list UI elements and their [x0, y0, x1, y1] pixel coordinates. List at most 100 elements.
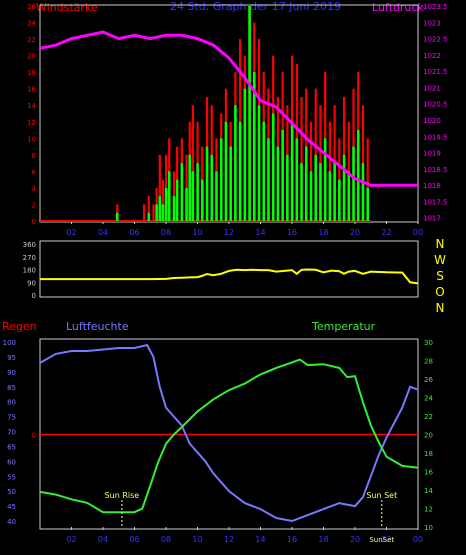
humidity-axis-tick: 90 [7, 369, 16, 377]
x-axis-tick: 18 [318, 228, 328, 237]
wind-avg-bar [175, 179, 179, 221]
temperature-axis-tick: 18 [424, 450, 433, 458]
pressure-axis-tick: 1020.5 [423, 101, 448, 109]
wind-avg-bar [281, 130, 284, 221]
direction-axis-tick: 270 [23, 254, 36, 262]
wind-gust-bar [191, 105, 194, 221]
sunset-tick-label: SunSet [369, 536, 394, 544]
wind-avg-bar [172, 196, 176, 221]
wind-avg-bar [229, 146, 232, 221]
sunset-label: Sun Set [366, 491, 397, 500]
temperature-axis-tick: 20 [424, 432, 433, 440]
sunrise-label: Sun Rise [105, 491, 140, 500]
x-axis-tick: 00 [413, 535, 423, 544]
wind-avg-bar [347, 171, 351, 221]
wind-avg-bar [286, 154, 289, 221]
pressure-axis-tick: 1018 [423, 182, 441, 190]
wind-avg-bar [271, 113, 275, 221]
x-axis-tick: 06 [129, 228, 139, 237]
compass-label: S [436, 269, 444, 283]
wind-avg-bar [167, 171, 171, 221]
direction-axis-tick: 360 [23, 241, 36, 249]
wind-direction-line [40, 268, 419, 285]
temperature-axis-tick: 26 [424, 376, 433, 384]
x-axis-tick: 04 [98, 228, 108, 237]
wind-panel-frame [39, 4, 419, 223]
x-axis-tick: 16 [287, 228, 297, 237]
wind-axis-tick: 10 [27, 135, 36, 143]
humidity-axis-tick: 40 [7, 518, 16, 526]
humidity-axis-tick: 70 [7, 429, 16, 437]
rain-label: Regen [2, 320, 37, 333]
temperature-axis-tick: 10 [424, 524, 433, 532]
wind-avg-bar [304, 146, 308, 221]
temperature-axis-tick: 28 [424, 358, 433, 366]
wind-avg-bar [161, 204, 165, 221]
wind-axis-tick: 14 [27, 102, 36, 110]
temperature-axis-tick: 24 [424, 395, 433, 403]
humidity-axis-tick: 85 [7, 384, 16, 392]
wind-avg-bar [295, 138, 299, 221]
compass-label: W [434, 253, 446, 267]
wind-axis-tick: 24 [27, 20, 36, 28]
wind-avg-bar [191, 171, 195, 221]
wind-avg-bar [352, 146, 355, 221]
humidity-axis-tick: 45 [7, 503, 16, 511]
x-axis-tick: 02 [66, 535, 76, 544]
wind-avg-bar [300, 163, 303, 221]
wind-avg-bar [180, 163, 184, 221]
direction-panel-frame [39, 240, 419, 298]
wind-avg-bar [243, 88, 247, 221]
wind-avg-bar [253, 72, 256, 222]
temperature-axis-tick: 12 [424, 506, 433, 514]
x-axis-tick: 14 [255, 228, 265, 237]
pressure-axis-tick: 1023 [423, 19, 441, 27]
wind-gust-bar [158, 154, 161, 221]
temperature-label: Temperatur [311, 320, 376, 333]
wind-avg-bar [328, 171, 332, 221]
humidity-axis-tick: 100 [3, 339, 16, 347]
wind-avg-bar [323, 138, 327, 221]
wind-axis-tick: 12 [27, 119, 36, 127]
wind-gust-bar [300, 96, 303, 221]
x-axis-tick: 20 [350, 228, 360, 237]
wind-gust-bar [147, 196, 150, 221]
wind-avg-bar [342, 154, 346, 221]
pressure-axis-tick: 1017 [423, 215, 441, 223]
x-axis-tick: 22 [381, 535, 391, 544]
humidity-line [39, 343, 419, 523]
pressure-panel-title: Luftdruck [372, 1, 424, 14]
pressure-axis-tick: 1023.5 [423, 3, 448, 11]
x-axis-tick: 02 [66, 228, 76, 237]
wind-avg-bar [185, 187, 188, 221]
wind-avg-bar [333, 163, 336, 221]
pressure-axis-tick: 1021.5 [423, 68, 448, 76]
wind-avg-bar [314, 154, 318, 221]
wind-avg-bar [309, 171, 313, 221]
wind-avg-bar [276, 146, 280, 221]
x-axis-tick: 04 [98, 535, 108, 544]
wind-avg-bar [238, 121, 242, 221]
wind-avg-bar [158, 196, 162, 221]
pressure-axis-tick: 1022.5 [423, 36, 448, 44]
compass-label: O [435, 285, 444, 299]
wind-avg-bar [366, 187, 369, 221]
pressure-line [39, 30, 418, 187]
wind-gust-bar [142, 204, 146, 221]
x-axis-tick: 00 [413, 228, 423, 237]
wind-avg-bar [290, 121, 294, 221]
wind-avg-bar [356, 130, 360, 221]
x-axis-tick: 16 [287, 535, 297, 544]
wind-avg-bar [319, 163, 322, 221]
wind-avg-bar [257, 105, 261, 221]
wind-axis-tick: 0 [32, 218, 36, 226]
chart-date-title: 24 Std. Graph der 17 Juni 2019 [170, 0, 341, 13]
x-axis-tick: 08 [161, 535, 171, 544]
temperature-axis-tick: 16 [424, 469, 433, 477]
pressure-axis-tick: 1019 [423, 150, 441, 158]
wind-avg-bar [164, 187, 168, 221]
compass-label: N [436, 237, 445, 251]
humidity-axis-tick: 55 [7, 473, 16, 481]
wind-axis-tick: 20 [27, 53, 36, 61]
x-axis-tick: 10 [192, 228, 202, 237]
